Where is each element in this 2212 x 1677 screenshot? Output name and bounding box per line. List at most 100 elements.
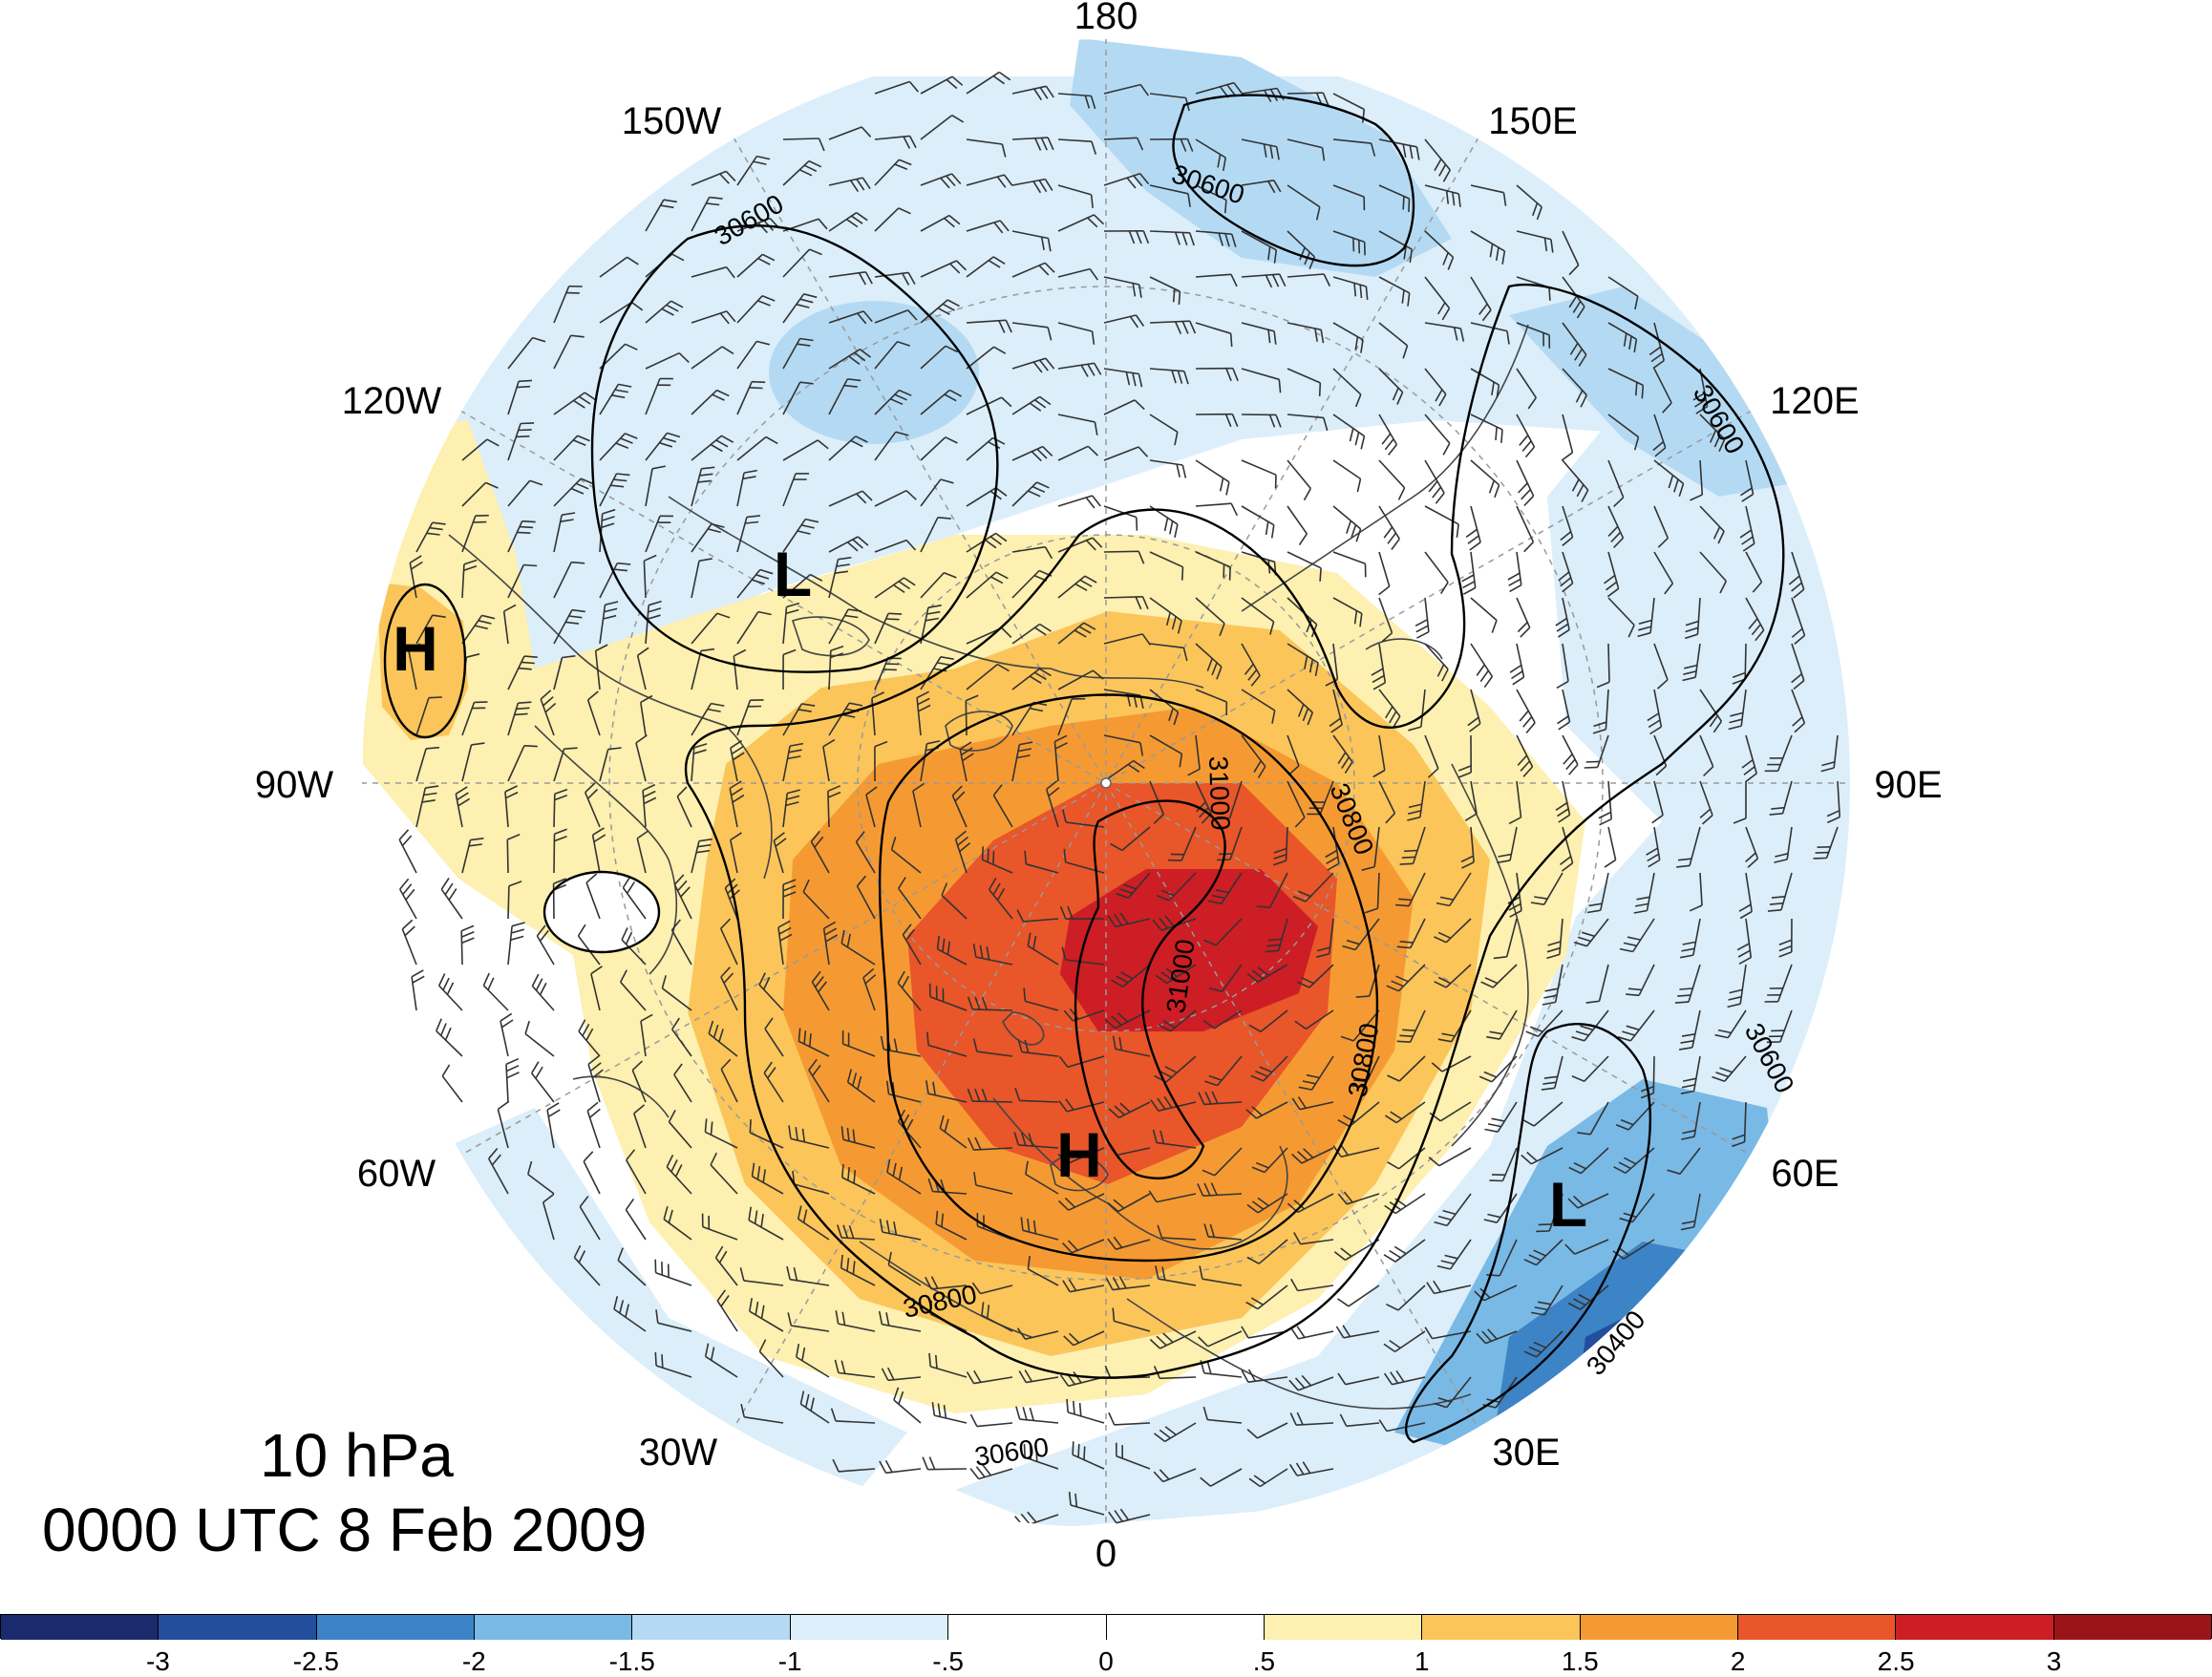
lon-label-150w: 150W: [622, 100, 722, 142]
lon-label-90e: 90E: [1874, 764, 1942, 806]
colorbar-tick-label: 0: [1098, 1646, 1114, 1677]
wind-barb-flag: [1231, 333, 1232, 347]
wind-barb-flag: [1353, 238, 1354, 251]
wind-barb-flag: [1359, 240, 1360, 253]
colorbar-box: [1, 1615, 159, 1640]
wind-barb-flag: [1403, 197, 1404, 210]
level-label: 10 hPa: [260, 1425, 454, 1486]
colorbar-tick-label: 3: [2047, 1646, 2062, 1677]
colorbar-tick-label: -3: [146, 1646, 170, 1677]
wind-barb-flag: [1174, 288, 1175, 302]
wind-barb-flag: [752, 382, 765, 383]
lon-label-60e: 60E: [1771, 1153, 1839, 1195]
wind-barb: [783, 138, 819, 139]
wind-barb-flag: [1182, 567, 1183, 581]
colorbar-box: [632, 1615, 790, 1640]
wind-barb-flag: [517, 532, 530, 533]
wind-barb-flag: [1137, 518, 1138, 531]
wind-barb-flag: [519, 430, 532, 431]
lon-label-180: 180: [1074, 0, 1138, 37]
wind-barb-flag: [1399, 1035, 1413, 1036]
wind-barb: [972, 1009, 1012, 1010]
wind-barb-flag: [518, 702, 531, 703]
wind-barb: [507, 839, 508, 873]
colorbar-box: [2054, 1615, 2211, 1640]
wind-barb: [1608, 644, 1609, 682]
wind-barb-flag: [1679, 988, 1692, 989]
wind-barb: [554, 834, 555, 873]
colorbar-box: [1265, 1615, 1422, 1640]
wind-barb-flag: [517, 387, 530, 388]
time-label: 0000 UTC 8 Feb 2009: [42, 1499, 647, 1560]
wind-barb-flag: [1400, 863, 1414, 864]
wind-barb-flag: [1320, 568, 1321, 582]
lon-label-120e: 120E: [1770, 380, 1859, 422]
wind-barb-flag: [1402, 857, 1415, 858]
wind-barb-flag: [523, 565, 537, 566]
colorbar: [0, 1614, 2212, 1639]
lon-label-60w: 60W: [357, 1153, 436, 1195]
wind-barb-flag: [1356, 996, 1370, 997]
colorbar-box: [475, 1615, 632, 1640]
wind-barb-flag: [1677, 995, 1691, 996]
wind-barb-flag: [1501, 430, 1502, 443]
high-marker: H: [1056, 1119, 1102, 1190]
colorbar-box: [159, 1615, 316, 1640]
wind-barb-flag: [1073, 1441, 1074, 1454]
contour-label: 31000: [1203, 755, 1236, 831]
wind-barb-flag: [524, 656, 538, 657]
wind-barb-flag: [1078, 1444, 1079, 1457]
wind-barb-flag: [522, 521, 536, 522]
wind-barb-flag: [1549, 287, 1550, 301]
wind-barb-flag: [517, 708, 530, 709]
colorbar-tick-label: 1.5: [1562, 1646, 1599, 1677]
high-marker: H: [393, 613, 438, 684]
wind-barb-flag: [1179, 291, 1180, 305]
wind-barb-flag: [1084, 1447, 1085, 1460]
wind-barb-flag: [524, 746, 538, 747]
wind-barb-flag: [1397, 1041, 1411, 1042]
colorbar-box: [1107, 1615, 1265, 1640]
lon-label-30e: 30E: [1492, 1432, 1560, 1474]
wind-barb-flag: [1230, 567, 1231, 581]
colorbar-tick-label: -.5: [932, 1646, 964, 1677]
colorbar-tick-label: 1: [1414, 1646, 1430, 1677]
colorbar-tick-label: 2: [1731, 1646, 1746, 1677]
wind-barb-flag: [1409, 199, 1410, 212]
wind-barb: [1745, 644, 1746, 679]
wind-barb-flag: [516, 436, 529, 437]
wind-barb-flag: [515, 713, 528, 714]
lon-label-90w: 90W: [255, 764, 333, 806]
wind-barb-flag: [1675, 1002, 1689, 1003]
wind-barb-flag: [888, 613, 902, 614]
colorbar-tick-label: -2.5: [293, 1646, 339, 1677]
wind-barb-flag: [1486, 1275, 1499, 1276]
lon-label-0: 0: [1095, 1533, 1117, 1575]
colorbar-box: [1738, 1615, 1896, 1640]
wind-barb: [927, 1469, 967, 1470]
low-marker: L: [1549, 1169, 1587, 1240]
wind-barb-flag: [521, 423, 534, 424]
wind-barb-flag: [655, 1352, 656, 1366]
wind-barb: [1653, 1056, 1654, 1093]
wind-barb: [554, 794, 555, 827]
wind-barb-flag: [1586, 761, 1600, 762]
wind-barb: [461, 931, 462, 965]
wind-barb-flag: [983, 846, 984, 860]
wind-barb-flag: [519, 380, 532, 381]
colorbar-box: [948, 1615, 1106, 1640]
pole-marker: [1101, 778, 1111, 788]
colorbar-tick-label: -1.5: [609, 1646, 655, 1677]
wind-barb-flag: [520, 527, 533, 528]
wind-barb-flag: [988, 849, 989, 862]
wind-barb-flag: [1585, 767, 1598, 768]
wind-barb-flag: [1320, 383, 1321, 396]
low-marker: L: [774, 539, 812, 609]
colorbar-tick-label: -2: [462, 1646, 486, 1677]
wind-barb-flag: [886, 619, 900, 620]
lon-label-30w: 30W: [639, 1432, 717, 1474]
wind-barb-flag: [750, 388, 763, 389]
wind-barb-flag: [1404, 851, 1417, 852]
lon-label-150e: 150E: [1488, 100, 1577, 142]
wind-barb-flag: [750, 1119, 751, 1133]
